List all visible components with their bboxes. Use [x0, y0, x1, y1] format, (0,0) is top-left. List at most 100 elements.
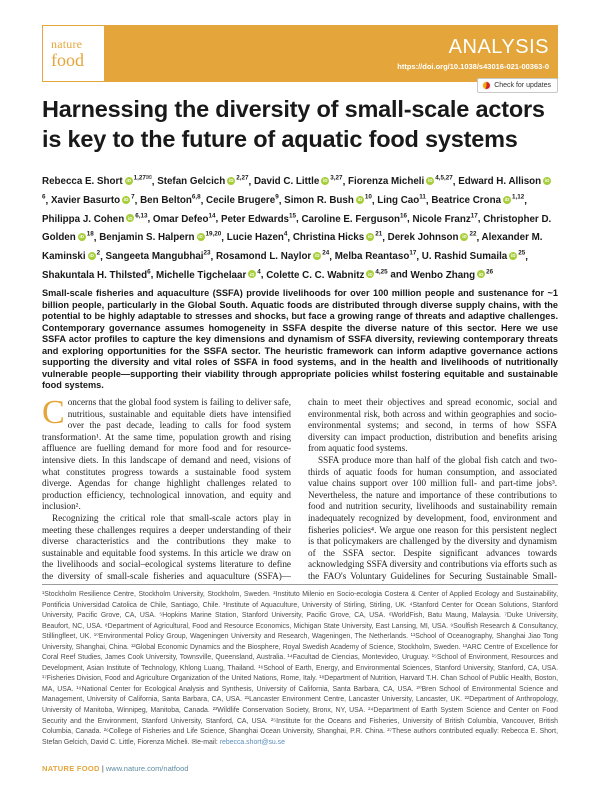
nature-food-logo: nature food: [42, 25, 105, 82]
author-affiliation-sup: 19,20: [205, 231, 222, 239]
author: Christina Hicks iD 21: [292, 231, 383, 244]
author-affiliation-sup: 9: [275, 193, 279, 201]
author: Beatrice Crona iD 1,12: [431, 193, 525, 206]
orcid-icon[interactable]: iD: [366, 232, 375, 241]
author-affiliation-sup: 23: [203, 249, 211, 257]
orcid-icon[interactable]: iD: [196, 232, 205, 241]
author: Michelle Tigchelaar iD 4: [156, 268, 261, 281]
author-affiliation-sup: 1,27✉: [133, 175, 152, 182]
author: Ling Cao11: [377, 193, 426, 206]
author: Fiorenza Micheli iD 4,5,27: [348, 175, 453, 188]
orcid-icon[interactable]: iD: [477, 270, 486, 279]
author: Rosamond L. Naylor iD 24: [215, 249, 330, 262]
author-affiliation-sup: 10: [364, 193, 372, 201]
author: Rebecca E. Short iD 1,27✉: [42, 175, 152, 188]
email-link[interactable]: rebecca.short@su.se: [219, 738, 285, 746]
author: Peter Edwards15: [220, 212, 297, 225]
banner-right: ANALYSIS https://doi.org/10.1038/s43016-…: [105, 25, 558, 82]
orcid-icon[interactable]: iD: [355, 195, 364, 204]
author-affiliation-sup: 1,12: [512, 193, 525, 201]
orcid-icon[interactable]: iD: [122, 195, 131, 204]
author-affiliation-sup: 26: [486, 268, 494, 276]
orcid-icon[interactable]: iD: [543, 176, 552, 185]
author-affiliation-sup: 6: [147, 268, 151, 276]
check-for-updates-button[interactable]: Check for updates: [477, 78, 558, 93]
updates-row: Check for updates: [477, 77, 558, 95]
column-left: Concerns that the global food system is …: [42, 397, 291, 583]
author-affiliation-sup: 4: [283, 231, 288, 239]
author: Omar Defeo14: [152, 212, 216, 225]
author: Edward H. Allison iD6: [42, 176, 552, 201]
body-paragraph: Recognizing the critical role that small…: [42, 512, 291, 583]
page-footer: NATURE FOOD | www.nature.com/natfood: [42, 764, 188, 773]
author-affiliation-sup: 4,25: [375, 268, 388, 276]
author-affiliation-sup: 18: [86, 231, 94, 239]
orcid-icon[interactable]: iD: [509, 251, 518, 260]
orcid-icon[interactable]: iD: [313, 251, 322, 260]
footer-separator: |: [99, 764, 106, 773]
journal-banner: nature food ANALYSIS https://doi.org/10.…: [42, 25, 558, 82]
author: Benjamin S. Halpern iD 19,20: [99, 231, 222, 244]
author-affiliation-sup: 4,5,27: [435, 175, 453, 182]
author: Lucie Hazen4: [226, 231, 288, 244]
orcid-icon[interactable]: iD: [366, 270, 375, 279]
corresponding-author-envelope-icon[interactable]: ✉: [145, 175, 152, 182]
author: Alexander M. Kaminski iD 2: [42, 232, 543, 262]
author-affiliation-sup: 17: [470, 212, 478, 220]
author-affiliation-sup: 2,27: [236, 175, 249, 182]
author: Cecile Brugere9: [206, 193, 279, 206]
affiliations-footnote: ¹Stockholm Resilience Centre, Stockholm …: [42, 584, 558, 748]
email-label: ✉e-mail:: [191, 738, 220, 746]
orcid-icon[interactable]: iD: [321, 176, 330, 185]
article-type-label: ANALYSIS: [448, 36, 549, 58]
orcid-icon[interactable]: iD: [248, 270, 257, 279]
affiliations-text: ¹Stockholm Resilience Centre, Stockholm …: [42, 591, 558, 746]
author: Shakuntala H. Thilsted6: [42, 268, 151, 281]
author-affiliation-sup: 6: [42, 193, 46, 201]
author-affiliation-sup: 6,13: [135, 212, 148, 220]
author: David C. Little iD 3,27: [253, 175, 343, 188]
author-affiliation-sup: 11: [419, 193, 426, 201]
article-title: Harnessing the diversity of small-scale …: [42, 96, 545, 152]
author: Caroline E. Ferguson16: [301, 212, 408, 225]
orcid-icon[interactable]: iD: [87, 251, 96, 260]
author-affiliation-sup: 25: [518, 249, 526, 257]
orcid-icon[interactable]: iD: [426, 176, 435, 185]
orcid-icon[interactable]: iD: [126, 214, 135, 223]
orcid-icon[interactable]: iD: [227, 176, 236, 185]
author: U. Rashid Sumaila iD 25: [421, 249, 526, 262]
author-affiliation-sup: 14: [208, 212, 216, 220]
author-list: Rebecca E. Short iD 1,27✉, Stefan Gelcich i…: [42, 175, 552, 281]
orcid-icon[interactable]: iD: [460, 232, 469, 241]
author: Wenbo Zhang iD 26: [410, 268, 494, 281]
doi-link[interactable]: https://doi.org/10.1038/s43016-021-00363…: [397, 62, 549, 71]
orcid-icon[interactable]: iD: [124, 176, 133, 185]
author-affiliation-sup: 15: [289, 212, 297, 220]
author: Melba Reantaso17: [334, 249, 417, 262]
orcid-icon[interactable]: iD: [77, 232, 86, 241]
author: Philippa J. Cohen iD 6,13: [42, 212, 148, 225]
author-affiliation-sup: 6,8: [191, 193, 201, 201]
author: Nicole Franz17: [412, 212, 478, 225]
logo-text-food: food: [51, 50, 84, 70]
body-paragraph: Concerns that the global food system is …: [42, 397, 291, 512]
footer-url-link[interactable]: www.nature.com/natfood: [105, 764, 189, 773]
author-affiliation-sup: 3,27: [330, 175, 343, 182]
author-affiliation-sup: 17: [409, 249, 417, 257]
check-for-updates-label: Check for updates: [494, 82, 551, 89]
author: Sangeeta Mangubhai23: [105, 249, 211, 262]
author-affiliation-sup: 16: [400, 212, 408, 220]
author: Simon R. Bush iD 10: [284, 193, 372, 206]
orcid-icon[interactable]: iD: [503, 195, 512, 204]
body-columns: Concerns that the global food system is …: [42, 397, 558, 583]
author: Colette C. C. Wabnitz iD 4,25: [266, 268, 388, 281]
author-affiliation-sup: 22: [469, 231, 477, 239]
logo-text-nature: nature: [51, 37, 83, 51]
author-affiliation-sup: 2: [96, 249, 101, 257]
body-paragraph: SSFA produce more than half of the globa…: [308, 454, 557, 583]
author: Derek Johnson iD 22: [387, 231, 477, 244]
author-affiliation-sup: 4: [257, 268, 261, 276]
author-affiliation-sup: 24: [322, 249, 330, 257]
body-paragraph: chain to meet their objectives and sprea…: [308, 397, 557, 454]
